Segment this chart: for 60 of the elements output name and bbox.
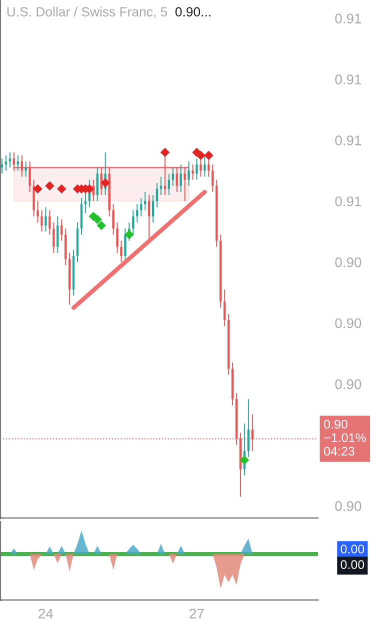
y-tick-label: 0.90 [335, 318, 362, 328]
candlestick [116, 222, 118, 254]
candlestick [176, 167, 178, 192]
candlestick [20, 154, 23, 178]
y-tick-label: 0.90 [335, 379, 362, 390]
point [100, 178, 110, 188]
candlestick [192, 164, 194, 180]
candlestick [56, 216, 59, 254]
candlestick [196, 158, 198, 180]
x-tick-label: 24 [38, 608, 54, 618]
point [160, 148, 170, 157]
candlestick [168, 173, 170, 196]
y-tick-label: 0.91 [335, 14, 362, 24]
candlestick [52, 222, 55, 254]
candlestick [96, 167, 98, 202]
point [45, 181, 54, 190]
point [96, 220, 106, 230]
candlestick [223, 288, 226, 327]
candlestick [60, 218, 63, 242]
candlestick [48, 210, 51, 236]
candlestick [28, 161, 31, 192]
candlestick [204, 154, 206, 178]
point [196, 150, 206, 160]
candlestick [112, 204, 114, 236]
candlestick [136, 204, 138, 223]
candlestick [148, 194, 150, 244]
candlestick [212, 164, 214, 192]
candlestick [172, 167, 174, 186]
candlestick [184, 167, 186, 202]
text: 0.00 [340, 544, 364, 554]
y-tick-label: 0.90 [335, 257, 362, 268]
candlestick [132, 210, 134, 236]
y-tick-label: 0.91 [335, 196, 362, 206]
candlestick [180, 164, 182, 192]
candlestick [251, 414, 254, 452]
candlestick [156, 182, 158, 208]
candlestick [120, 240, 122, 263]
x-tick-label: 27 [190, 608, 204, 618]
candlestick [124, 228, 126, 263]
annotation: 0.90... [175, 7, 210, 16]
point [57, 184, 66, 194]
candlestick [40, 210, 43, 232]
candlestick [247, 398, 250, 458]
y-tick-label: 0.91 [335, 74, 362, 84]
point [204, 150, 214, 160]
candlestick [152, 194, 154, 223]
candlestick [44, 206, 47, 232]
candlestick [36, 200, 39, 223]
text: 0.90 −1.01% 04:23 [324, 420, 366, 456]
chart-title: U.S. Dollar / Swiss Franc, 5 [7, 6, 168, 18]
point [124, 230, 134, 240]
y-tick-label: 0.90 [335, 501, 362, 511]
point [33, 184, 42, 194]
y-tick-label: 0.91 [335, 136, 362, 146]
candlestick [140, 198, 142, 217]
candlestick [24, 161, 27, 178]
candlestick [12, 152, 16, 172]
point [240, 456, 250, 465]
candlestick [188, 161, 190, 186]
text: 0.00 [340, 560, 364, 570]
